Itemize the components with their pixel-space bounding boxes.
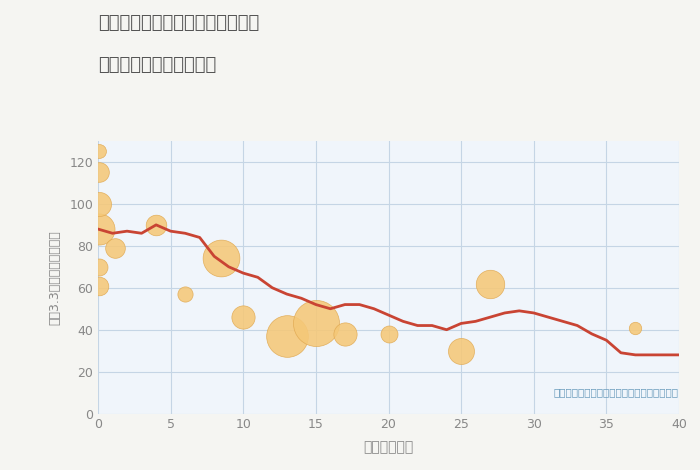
Point — [94, 169, 105, 176]
Y-axis label: 坪（3.3㎡）単価（万円）: 坪（3.3㎡）単価（万円） — [48, 230, 61, 325]
Point — [150, 221, 162, 228]
Point — [237, 313, 249, 321]
Point — [456, 347, 467, 354]
Point — [94, 148, 105, 155]
X-axis label: 築年数（年）: 築年数（年） — [363, 440, 414, 454]
Point — [180, 290, 191, 298]
Point — [340, 330, 351, 337]
Point — [216, 255, 227, 262]
Point — [94, 225, 105, 233]
Point — [383, 330, 394, 337]
Point — [94, 263, 105, 271]
Text: 円の大きさは、取引のあった物件面積を示す: 円の大きさは、取引のあった物件面積を示す — [554, 387, 679, 397]
Point — [110, 244, 121, 252]
Point — [94, 200, 105, 208]
Text: 築年数別中古戸建て価格: 築年数別中古戸建て価格 — [98, 56, 216, 74]
Point — [630, 324, 641, 331]
Point — [484, 280, 496, 287]
Point — [310, 320, 321, 327]
Text: 愛知県清須市西枇杷島町西六軒の: 愛知県清須市西枇杷島町西六軒の — [98, 14, 259, 32]
Point — [94, 282, 105, 290]
Point — [281, 332, 293, 340]
